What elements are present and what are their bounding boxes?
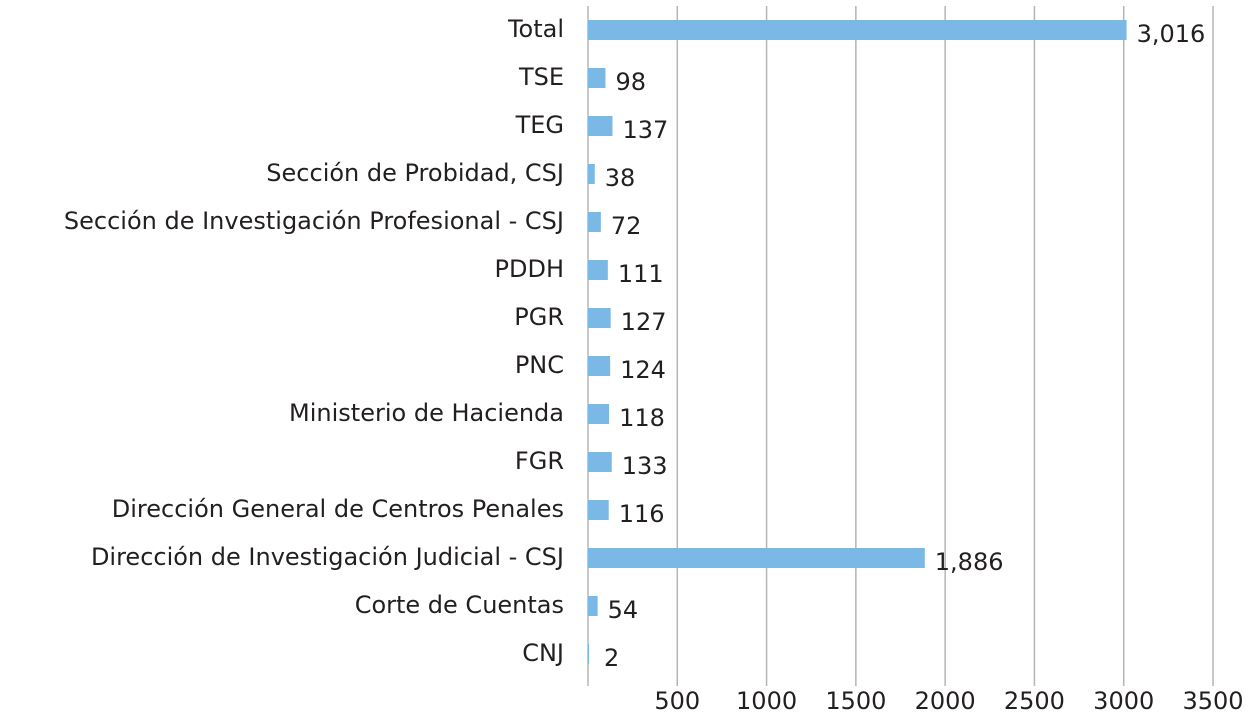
x-tick-label: 2000 <box>915 687 976 715</box>
bar <box>588 212 601 232</box>
y-tick-label: Sección de Investigación Profesional - C… <box>64 207 564 235</box>
y-tick-label: Total <box>507 15 564 43</box>
bar <box>588 164 595 184</box>
x-tick-label: 2500 <box>1004 687 1065 715</box>
value-label: 137 <box>622 116 668 144</box>
bar <box>588 356 611 376</box>
bar <box>588 404 610 424</box>
value-label: 111 <box>618 260 664 288</box>
y-tick-label: TEG <box>515 111 564 139</box>
bar <box>588 68 606 88</box>
x-tick-label: 500 <box>654 687 700 715</box>
y-tick-label: Corte de Cuentas <box>355 591 564 619</box>
value-label: 72 <box>611 212 642 240</box>
y-tick-label: TSE <box>518 63 564 91</box>
bar <box>588 116 613 136</box>
y-tick-label: CNJ <box>522 639 564 667</box>
y-tick-label: Ministerio de Hacienda <box>289 399 564 427</box>
value-label: 1,886 <box>935 548 1004 576</box>
value-label: 3,016 <box>1137 20 1206 48</box>
x-tick-label: 3500 <box>1182 687 1243 715</box>
value-label: 38 <box>605 164 636 192</box>
bar <box>588 548 925 568</box>
x-tick-label: 3000 <box>1093 687 1154 715</box>
y-tick-label: PGR <box>514 303 564 331</box>
bar <box>588 596 598 616</box>
y-tick-label: PNC <box>515 351 564 379</box>
bar <box>588 500 609 520</box>
value-label: 2 <box>604 644 619 672</box>
x-tick-label: 1000 <box>736 687 797 715</box>
bar <box>588 308 611 328</box>
bar <box>588 452 612 472</box>
x-tick-label: 1500 <box>825 687 886 715</box>
bar <box>588 644 589 664</box>
y-tick-label: FGR <box>515 447 564 475</box>
bar <box>588 20 1127 40</box>
value-label: 127 <box>621 308 667 336</box>
y-tick-label: PDDH <box>495 255 564 283</box>
value-label: 133 <box>622 452 668 480</box>
value-label: 116 <box>619 500 665 528</box>
value-label: 98 <box>616 68 647 96</box>
y-tick-label: Dirección General de Centros Penales <box>112 495 564 523</box>
y-tick-label: Dirección de Investigación Judicial - CS… <box>91 543 564 571</box>
y-tick-label: Sección de Probidad, CSJ <box>266 159 564 187</box>
value-label: 118 <box>619 404 665 432</box>
value-label: 54 <box>608 596 639 624</box>
bar <box>588 260 608 280</box>
value-label: 124 <box>620 356 666 384</box>
